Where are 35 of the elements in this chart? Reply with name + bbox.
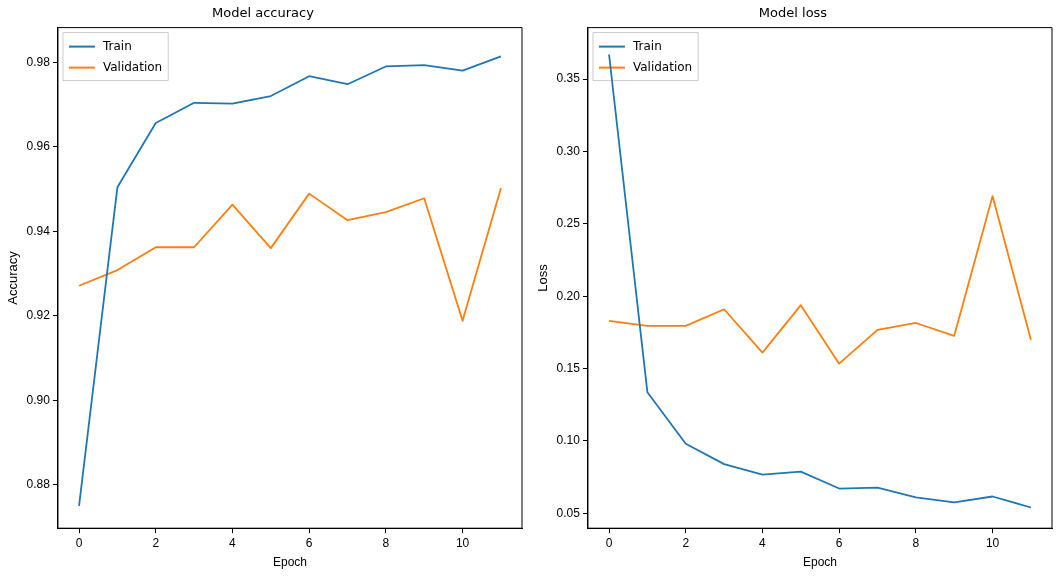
chart-title: Model loss	[758, 5, 828, 21]
x-axis-title: Epoch	[272, 555, 307, 570]
y-axis-title: Accuracy	[5, 250, 21, 305]
chart-title: Model accuracy	[212, 5, 315, 21]
x-tick-label: 10	[455, 535, 470, 550]
x-tick-label: 6	[305, 535, 313, 550]
y-tick-label: 0.30	[556, 143, 581, 158]
y-tick-label: 0.25	[556, 216, 581, 231]
y-tick-label: 0.98	[26, 54, 51, 69]
y-tick-label: 0.96	[26, 139, 51, 154]
legend-label: Validation	[632, 59, 693, 74]
y-tick-label: 0.20	[556, 288, 581, 303]
y-tick-label: 0.15	[556, 360, 581, 375]
x-tick-label: 8	[382, 535, 390, 550]
x-tick-label: 0	[605, 535, 613, 550]
y-tick-label: 0.35	[556, 71, 581, 86]
x-tick-label: 4	[229, 535, 237, 550]
x-tick-label: 10	[985, 535, 1000, 550]
x-tick-label: 6	[835, 535, 843, 550]
y-tick-label: 0.05	[556, 505, 581, 520]
x-tick-label: 4	[759, 535, 767, 550]
y-axis-title: Loss	[535, 263, 551, 292]
x-tick-label: 2	[682, 535, 690, 550]
x-tick-label: 8	[912, 535, 920, 550]
legend-label: Validation	[102, 59, 163, 74]
y-tick-label: 0.88	[26, 477, 51, 491]
y-tick-label: 0.94	[26, 223, 51, 238]
legend-label: Train	[631, 38, 662, 53]
y-tick-label: 0.90	[26, 392, 51, 407]
y-tick-label: 0.92	[26, 308, 51, 323]
legend-label: Train	[101, 38, 132, 53]
x-axis-title: Epoch	[802, 555, 837, 570]
y-tick-label: 0.10	[556, 433, 581, 448]
x-tick-label: 0	[75, 535, 83, 550]
x-tick-label: 2	[152, 535, 160, 550]
